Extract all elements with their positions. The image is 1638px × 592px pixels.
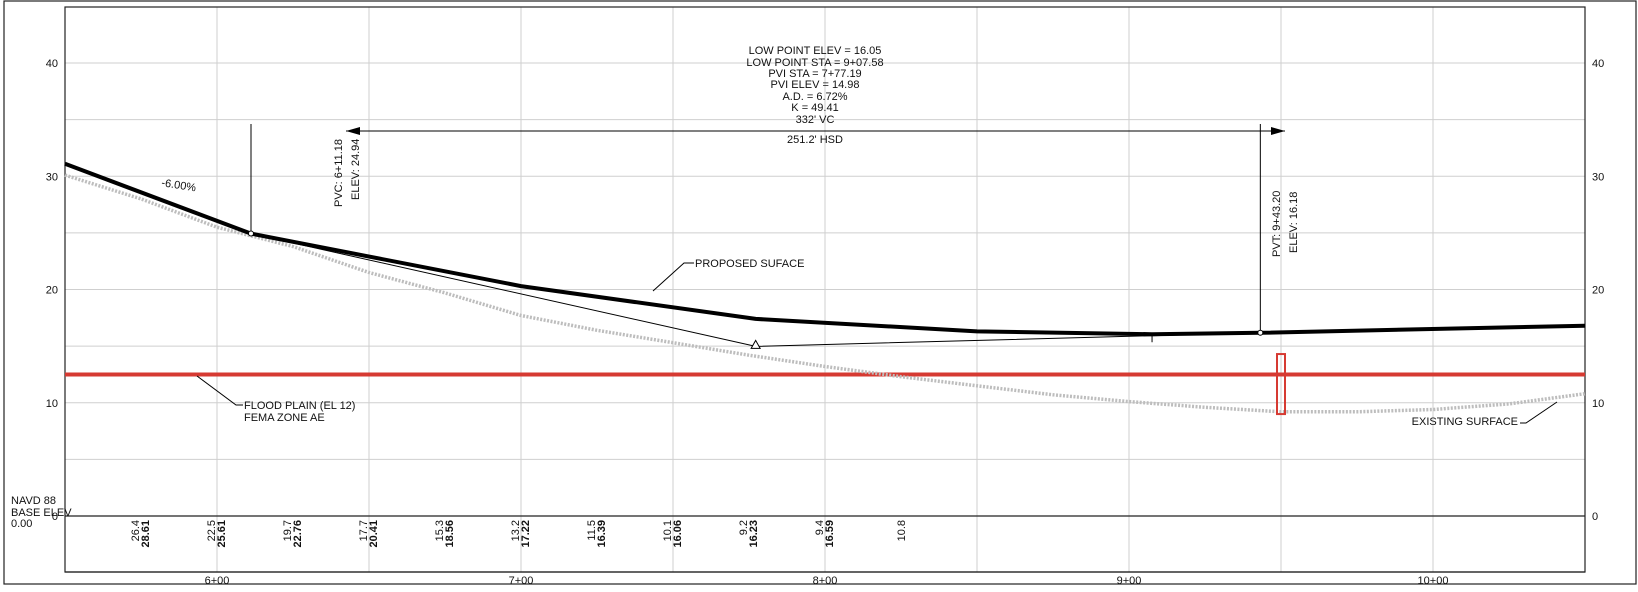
pvt-elevation-label: ELEV: 16.18 <box>1288 192 1300 253</box>
curve-info-line4: PVI ELEV = 14.98 <box>771 79 860 91</box>
proposed-elevation-label: 28.61 <box>140 520 152 548</box>
existing-elevation-label: 15.3 <box>434 520 446 541</box>
curve-info-line2: LOW POINT STA = 9+07.58 <box>746 57 883 69</box>
existing-callout: EXISTING SURFACE <box>1412 401 1558 428</box>
existing-elevation-label: 22.5 <box>206 520 218 541</box>
elevation-tick-right: 20 <box>1592 285 1604 297</box>
base-label-line2: BASE ELEV <box>11 507 72 519</box>
existing-elevation-label: 26.4 <box>130 520 142 541</box>
elevation-tick-right: 30 <box>1592 171 1604 183</box>
curve-info-line7: 332' VC <box>796 114 835 126</box>
pvt-station-label: PVT: 9+43.20 <box>1271 191 1283 257</box>
proposed-leader <box>652 262 694 292</box>
curve-info-line6: K = 49.41 <box>791 102 838 114</box>
station-labels: 6+00 7+00 8+00 9+00 10+00 <box>205 575 1449 587</box>
pvc-point <box>247 230 254 237</box>
station-label: 10+00 <box>1418 575 1449 587</box>
pvc-station-label: PVC: 6+11.18 <box>333 139 345 207</box>
proposed-elevation-label: 16.23 <box>748 520 760 548</box>
proposed-elevation-label: 16.06 <box>672 520 684 548</box>
existing-elevation-label: 11.5 <box>586 520 598 541</box>
flood-marker <box>1276 353 1286 416</box>
base-label-line1: NAVD 88 <box>11 495 56 507</box>
curve-info: LOW POINT ELEV = 16.05 LOW POINT STA = 9… <box>746 45 883 126</box>
elevation-axis-labels: 40 40 30 30 20 20 10 10 0 0 <box>46 58 1605 523</box>
flood-callout: FLOOD PLAIN (EL 12) FEMA ZONE AE <box>196 375 355 424</box>
elevation-rows: 26.428.61 22.525.61 19.722.76 17.720.41 15.3… <box>130 520 908 548</box>
pvc-elevation-label: ELEV: 24.94 <box>350 139 362 200</box>
elevation-tick-right: 40 <box>1592 58 1604 70</box>
profile-layers <box>64 124 1586 416</box>
flood-label-line2: FEMA ZONE AE <box>244 412 325 424</box>
existing-elevation-label: 9.2 <box>738 520 750 535</box>
proposed-elevation-label: 25.61 <box>216 520 228 548</box>
hsd-arrow-right <box>1271 127 1285 135</box>
proposed-elevation-label: 20.41 <box>368 520 380 548</box>
proposed-elevation-label: 16.39 <box>596 520 608 548</box>
curve-info-line1: LOW POINT ELEV = 16.05 <box>749 45 882 57</box>
base-elevation-note: NAVD 88 BASE ELEV 0.00 <box>11 495 72 530</box>
elevation-tick-left: 20 <box>46 285 58 297</box>
existing-surface-line <box>64 173 1586 414</box>
proposed-surface-line <box>64 161 1586 337</box>
station-label: 6+00 <box>205 575 230 587</box>
existing-elevation-label: 19.7 <box>282 520 294 541</box>
pvt-point <box>1257 329 1264 336</box>
grade-label: -6.00% <box>161 177 198 194</box>
station-label: 8+00 <box>813 575 838 587</box>
existing-elevation-label: 13.2 <box>510 520 522 541</box>
existing-elevation-label: 10.1 <box>662 520 674 541</box>
existing-elevation-label: 10.8 <box>896 520 908 541</box>
station-label: 9+00 <box>1117 575 1142 587</box>
elevation-tick-left: 40 <box>46 58 58 70</box>
proposed-callout: PROPOSED SUFACE <box>652 258 804 292</box>
elevation-tick-right: 10 <box>1592 398 1604 410</box>
flood-label-line1: FLOOD PLAIN (EL 12) <box>244 400 355 412</box>
elevation-tick-left: 10 <box>46 398 58 410</box>
proposed-elevation-label: 16.59 <box>824 520 836 548</box>
curve-info-line5: A.D. = 6.72% <box>782 91 847 103</box>
proposed-label: PROPOSED SUFACE <box>695 258 804 270</box>
existing-elevation-label: 17.7 <box>358 520 370 541</box>
proposed-elevation-label: 22.76 <box>292 520 304 548</box>
proposed-elevation-label: 17.22 <box>520 520 532 548</box>
elevation-tick-left: 0 <box>52 511 58 523</box>
station-label: 7+00 <box>509 575 534 587</box>
elevation-tick-right: 0 <box>1592 511 1598 523</box>
grid <box>65 7 1585 572</box>
existing-leader <box>1520 401 1558 424</box>
sheet-border <box>3 0 1637 585</box>
curve-info-line3: PVI STA = 7+77.19 <box>768 68 861 80</box>
existing-elevation-label: 9.4 <box>814 520 826 535</box>
hsd-label: 251.2' HSD <box>787 134 843 146</box>
hsd-arrow-left <box>346 127 360 135</box>
base-label-line3: 0.00 <box>11 518 32 530</box>
elevation-tick-left: 30 <box>46 171 58 183</box>
proposed-elevation-label: 18.56 <box>444 520 456 548</box>
existing-label: EXISTING SURFACE <box>1412 416 1518 428</box>
flood-leader <box>196 375 243 406</box>
pvi-marker <box>750 339 762 349</box>
hsd-dimension: 251.2' HSD <box>346 127 1285 146</box>
